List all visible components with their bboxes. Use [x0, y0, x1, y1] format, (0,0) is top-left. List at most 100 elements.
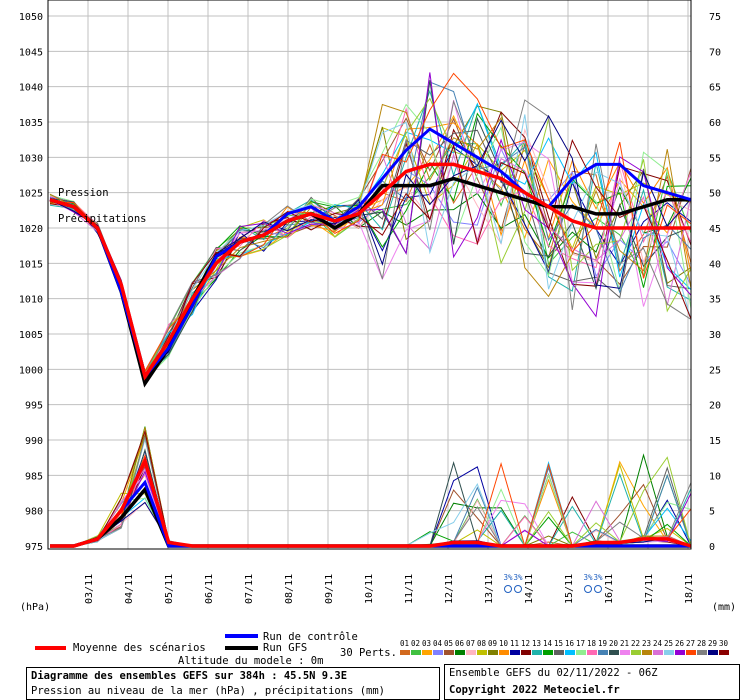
perturbation-number: 24	[653, 639, 663, 648]
pressure-tick-label: 985	[25, 471, 43, 482]
perturbation-pressure-line	[49, 72, 692, 373]
perturbation-number: 16	[565, 639, 575, 648]
date-tick-label: 12/11	[444, 574, 455, 604]
date-tick-label: 13/11	[484, 574, 495, 604]
perturbation-pressure-line	[49, 99, 692, 384]
date-tick-label: 11/11	[404, 574, 415, 604]
perturbation-swatch	[719, 650, 729, 655]
date-label-group: 10/11	[364, 574, 375, 604]
perturbation-swatch	[433, 650, 443, 655]
precip-tick-label: 35	[709, 295, 721, 306]
date-tick-label: 06/11	[204, 574, 215, 604]
date-label-group: 06/11	[204, 574, 215, 604]
perturbation-number: 08	[477, 639, 487, 648]
perturbation-swatch	[422, 650, 432, 655]
date-label-group: 15/11	[564, 574, 575, 604]
date-label-group: 07/11	[244, 574, 255, 604]
series-pressure-line	[49, 127, 692, 380]
snow-percent-1: 3%	[583, 573, 593, 582]
series-pressure-line	[49, 176, 691, 388]
run-info: Ensemble GEFS du 02/11/2022 - 06Z	[449, 667, 658, 679]
snowflake-icon	[504, 585, 512, 593]
perturbation-swatch	[521, 650, 531, 655]
chart-subtitle: Pression au niveau de la mer (hPa) , pré…	[31, 685, 386, 697]
perturbation-swatch	[543, 650, 553, 655]
precip-tick-label: 15	[709, 436, 721, 447]
right-axis-unit: (mm)	[712, 602, 736, 613]
date-tick-label: 17/11	[644, 574, 655, 604]
pressure-tick-label: 975	[25, 542, 43, 553]
perturbation-number: 09	[488, 639, 497, 648]
pressure-tick-label: 1035	[19, 118, 43, 129]
perturbation-swatch	[477, 650, 487, 655]
perturbation-swatch	[510, 650, 520, 655]
pressure-tick-label: 990	[25, 436, 43, 447]
perturbation-number: 28	[697, 639, 707, 648]
date-tick-label: 14/11	[524, 574, 535, 604]
perturbation-number: 10	[499, 639, 509, 648]
perturbation-number: 18	[587, 639, 597, 648]
perturbation-number: 03	[422, 639, 431, 648]
pressure-tick-label: 1010	[19, 295, 43, 306]
perturbation-number: 14	[543, 639, 553, 648]
date-tick-label: 08/11	[284, 574, 295, 604]
precip-tick-label: 25	[709, 365, 721, 376]
legend-gfs-label: Run GFS	[263, 642, 307, 654]
legend-mean-label: Moyenne des scénarios	[73, 642, 206, 654]
snow-percent-2: 3%	[513, 573, 523, 582]
date-label-group: 09/11	[324, 574, 335, 604]
series-pressure-line	[49, 162, 691, 381]
perturbation-number: 15	[554, 639, 563, 648]
perturbations-label: 30 Perts.	[340, 647, 397, 659]
perturbation-number: 06	[455, 639, 465, 648]
chart-title: Diagramme des ensembles GEFS sur 384h : …	[31, 670, 348, 682]
precip-tick-label: 45	[709, 224, 721, 235]
snow-marks: 3% 3% 3% 3%	[503, 573, 603, 593]
perturbation-legend: 01 02 03 04 05 06 07 08 09 10 11 12 13 14 15 16 17 18 19 20…	[400, 639, 729, 655]
precip-inline-label: Précipitations	[58, 213, 147, 225]
plot-frame	[47, 0, 692, 550]
perturbation-number: 29	[708, 639, 717, 648]
precip-tick-label: 75	[709, 12, 721, 23]
pressure-tick-label: 995	[25, 401, 43, 412]
precip-tick-label: 30	[709, 330, 721, 341]
snowflake-icon	[514, 585, 522, 593]
pressure-tick-label: 1005	[19, 330, 43, 341]
perturbation-number: 12	[521, 639, 530, 648]
perturbation-number: 30	[719, 639, 729, 648]
perturbation-swatch	[587, 650, 597, 655]
perturbation-number: 01	[400, 639, 409, 648]
perturbation-swatch	[499, 650, 509, 655]
date-tick-label: 03/11	[84, 574, 95, 604]
perturbation-swatch	[664, 650, 674, 655]
perturbation-swatch	[455, 650, 465, 655]
date-label-group: 13/11	[484, 574, 495, 604]
perturbation-swatch	[444, 650, 454, 655]
precip-tick-label: 5	[709, 507, 715, 518]
snowflake-icon	[594, 585, 602, 593]
date-label-group: 04/11	[124, 574, 135, 604]
precip-tick-label: 70	[709, 47, 721, 58]
perturbation-swatch	[466, 650, 476, 655]
title-box: Diagramme des ensembles GEFS sur 384h : …	[26, 667, 440, 700]
perturbation-number: 13	[532, 639, 541, 648]
pressure-tick-label: 1025	[19, 189, 43, 200]
precip-tick-label: 0	[709, 542, 715, 553]
snow-percent-1: 3%	[503, 573, 513, 582]
perturbation-number: 02	[411, 639, 420, 648]
perturbation-swatch	[620, 650, 630, 655]
perturbation-swatch	[609, 650, 619, 655]
run-box: Ensemble GEFS du 02/11/2022 - 06Z Copyri…	[444, 664, 740, 700]
perturbation-swatch	[411, 650, 421, 655]
perturbation-swatch	[675, 650, 685, 655]
pressure-tick-label: 1015	[19, 259, 43, 270]
perturbation-swatch	[697, 650, 707, 655]
pressure-tick-label: 1030	[19, 153, 43, 164]
date-label-group: 08/11	[284, 574, 295, 604]
perturbation-swatch	[576, 650, 586, 655]
altitude-label: Altitude du modele : 0m	[178, 655, 323, 667]
date-tick-label: 15/11	[564, 574, 575, 604]
perturbation-number: 20	[609, 639, 619, 648]
perturbation-swatch	[565, 650, 575, 655]
